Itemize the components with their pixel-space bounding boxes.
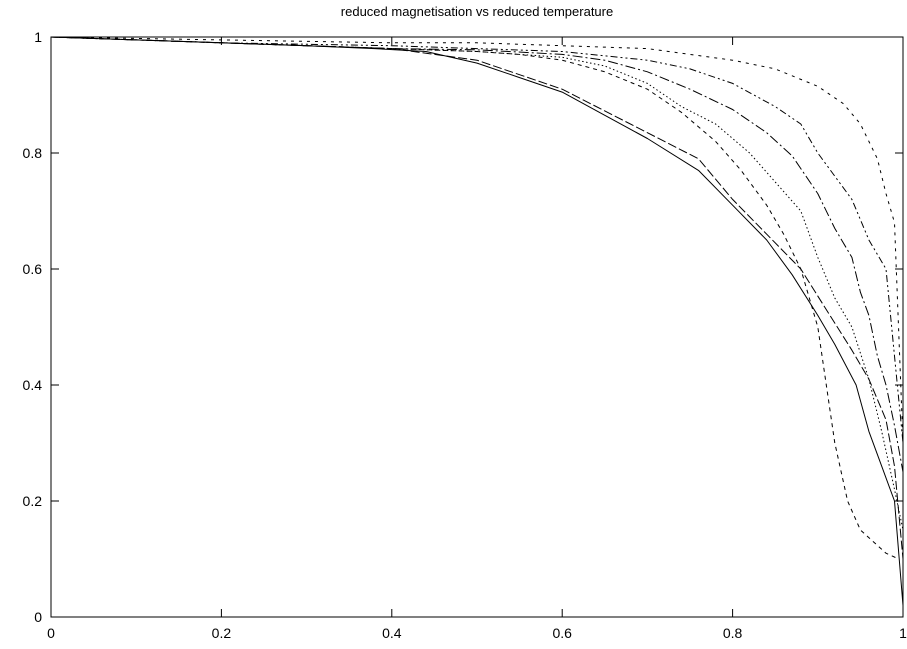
x-axis-ticks: 0 0.2 0.4 0.6 0.8 1 — [47, 37, 907, 641]
y-tick-label: 0.6 — [23, 261, 43, 277]
x-tick-label: 0.8 — [723, 625, 743, 641]
plot-frame — [50, 36, 904, 618]
series-line-7 — [50, 36, 904, 444]
y-tick-label: 1 — [34, 29, 42, 45]
series-line-3 — [50, 36, 899, 560]
x-tick-label: 0.4 — [382, 625, 402, 641]
x-tick-label: 0.6 — [552, 625, 572, 641]
y-tick-label: 0.4 — [23, 377, 43, 393]
series-line-4 — [50, 36, 904, 531]
y-tick-label: 0 — [34, 609, 42, 625]
x-tick-label: 0.2 — [212, 625, 232, 641]
y-tick-label: 0.8 — [23, 145, 43, 161]
y-axis-ticks: 0 0.2 0.4 0.6 0.8 1 — [23, 29, 903, 625]
x-tick-label: 0 — [47, 625, 55, 641]
series-line-2 — [50, 36, 904, 560]
series-line-5 — [50, 36, 904, 473]
x-tick-label: 1 — [899, 625, 907, 641]
chart-title: reduced magnetisation vs reduced tempera… — [341, 4, 613, 19]
series-line-1 — [50, 36, 904, 606]
series-layer — [50, 36, 904, 606]
y-tick-label: 0.2 — [23, 493, 43, 509]
series-line-6 — [50, 36, 904, 444]
